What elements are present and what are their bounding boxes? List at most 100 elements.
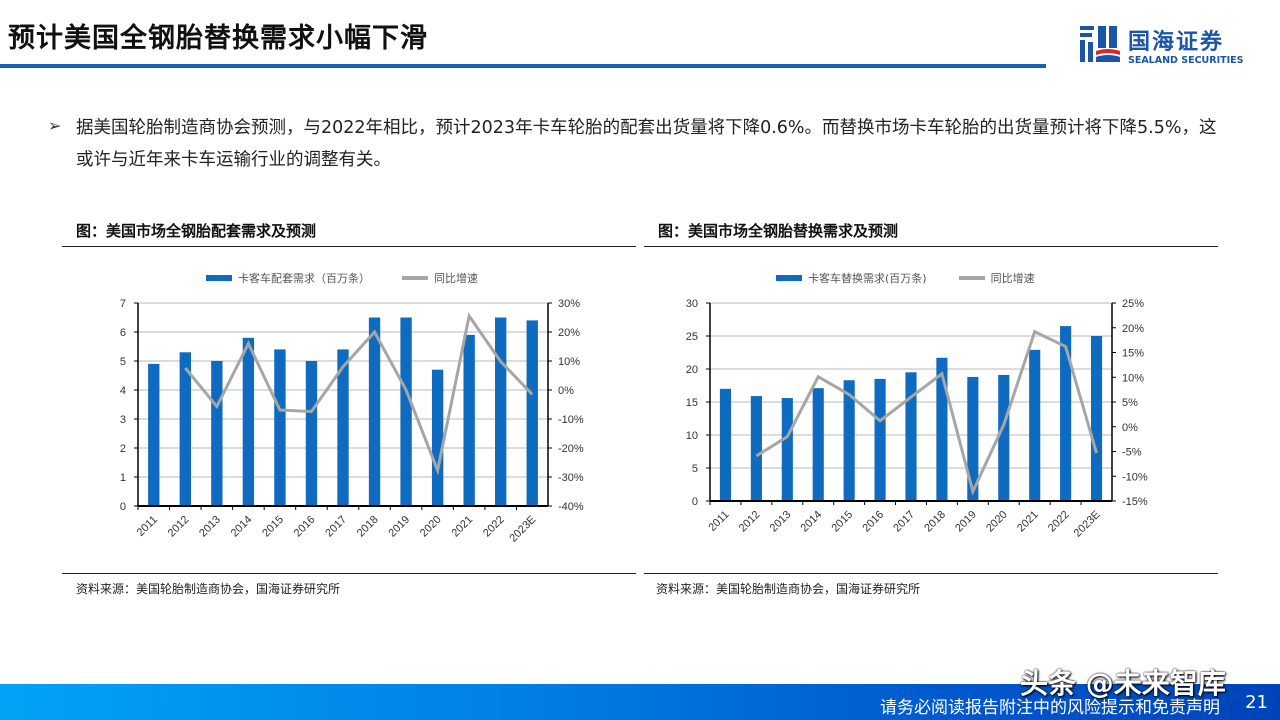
right-source-note: 资料来源：美国轮胎制造商协会，国海证券研究所: [656, 582, 921, 596]
right-axis-tick: 0%: [558, 385, 574, 397]
left-axis-tick: 25: [686, 331, 698, 343]
x-axis-label: 2015: [829, 509, 855, 535]
bar: [750, 396, 762, 501]
bar: [936, 357, 948, 501]
right-axis-tick: 30%: [558, 298, 580, 310]
bar: [211, 361, 223, 506]
x-axis-label: 2022: [1046, 509, 1072, 535]
legend-bar-swatch: [776, 275, 802, 281]
bar: [967, 376, 979, 501]
right-axis-tick: -20%: [558, 443, 584, 455]
x-axis-label: 2023E: [1072, 509, 1103, 540]
bar: [431, 369, 444, 506]
left-figure-panel: 图：美国市场全钢胎配套需求及预测: [62, 218, 636, 247]
right-axis-tick: -10%: [558, 414, 584, 426]
right-axis-tick: 20%: [558, 327, 580, 339]
bar: [1090, 336, 1103, 501]
bar: [905, 372, 917, 501]
legend-line-label: 同比增速: [990, 272, 1035, 285]
title-underline: [0, 64, 1046, 68]
legend-line-label: 同比增速: [434, 272, 478, 285]
summary-paragraph: 据美国轮胎制造商协会预测，与2022年相比，预计2023年卡车轮胎的配套出货量将…: [76, 118, 1217, 170]
left-axis-tick: 10: [686, 430, 698, 442]
bar: [1029, 349, 1041, 501]
right-axis-tick: 20%: [1122, 323, 1144, 335]
bar: [719, 388, 732, 501]
x-axis-label: 2020: [418, 514, 444, 540]
right-axis-tick: 25%: [1122, 298, 1144, 310]
watermark-text: 头条 @未来智库: [1020, 667, 1226, 700]
right-axis-tick: 15%: [1122, 348, 1144, 360]
right-axis-tick: 10%: [558, 356, 580, 368]
bar: [400, 317, 412, 506]
right-combo-chart: 0 5 10 15 20 25 30 -15% -10% -5% 0% 5% 10% 15% 20% 25% 2…: [686, 298, 1148, 540]
bar: [526, 320, 538, 506]
left-figure-title-rule: [62, 246, 636, 247]
right-chart-legend: 卡客车替换需求(百万条) 同比增速: [776, 270, 1035, 286]
left-axis-tick: 30: [686, 298, 698, 310]
right-axis-tick: -15%: [1122, 496, 1148, 508]
x-axis-label: 2011: [706, 509, 731, 534]
x-axis-label: 2011: [135, 514, 160, 539]
x-axis-label: 2013: [768, 509, 794, 535]
x-axis-label: 2022: [481, 514, 507, 540]
bar: [998, 374, 1010, 501]
left-chart-legend: 卡客车配套需求（百万条） 同比增速: [206, 270, 478, 286]
left-axis-tick: 3: [120, 414, 126, 426]
x-axis-label: 2019: [386, 514, 412, 540]
x-axis-label: 2018: [922, 509, 948, 535]
left-axis-tick: 20: [686, 364, 698, 376]
bar: [463, 334, 475, 506]
bar: [179, 352, 191, 506]
left-source-note: 资料来源：美国轮胎制造商协会，国海证券研究所: [76, 582, 341, 596]
left-axis-tick: 0: [692, 496, 698, 508]
x-axis-label: 2018: [355, 514, 381, 540]
x-axis-label: 2012: [737, 509, 763, 535]
left-axis-tick: 0: [120, 501, 126, 513]
left-axis-tick: 7: [120, 298, 126, 310]
legend-bar-label: 卡客车替换需求(百万条): [808, 272, 927, 285]
right-axis-tick: -5%: [1122, 447, 1142, 459]
logo-chinese-name: 国海证券: [1128, 30, 1225, 55]
bar: [337, 349, 349, 506]
x-axis-label: 2014: [799, 509, 825, 535]
x-axis-label: 2016: [860, 509, 886, 535]
x-axis-label: 2019: [953, 509, 979, 535]
x-axis-label: 2013: [197, 514, 223, 540]
bar: [781, 398, 793, 501]
footer-bar: 请务必阅读报告附注中的风险提示和免责声明 21: [0, 684, 1280, 720]
right-figure-title: 图：美国市场全钢胎替换需求及预测: [658, 222, 899, 240]
bar: [495, 317, 507, 506]
left-source-rule: [62, 573, 636, 574]
arrow-bullet-icon: ➢: [48, 116, 62, 135]
legend-bar-label: 卡客车配套需求（百万条）: [238, 272, 370, 285]
bar: [368, 317, 381, 506]
legend-bar-swatch: [206, 275, 232, 281]
left-axis-tick: 5: [692, 463, 698, 475]
bar: [274, 349, 286, 506]
right-figure-panel: 图：美国市场全钢胎替换需求及预测: [644, 218, 1218, 247]
logo-english-name: SEALAND SECURITIES: [1128, 55, 1244, 66]
x-axis-label: 2017: [323, 514, 349, 540]
right-axis-tick: 10%: [1122, 372, 1144, 384]
x-axis-label: 2016: [292, 514, 318, 540]
x-axis-label: 2015: [260, 514, 286, 540]
growth-line: [184, 312, 534, 476]
sealand-logo-icon: [1080, 26, 1120, 62]
legend-line-swatch: [402, 276, 428, 280]
page-title: 预计美国全钢胎替换需求小幅下滑: [8, 23, 428, 54]
growth-line: [755, 329, 1098, 497]
left-axis-tick: 6: [120, 327, 126, 339]
x-axis-label: 2017: [891, 509, 917, 535]
right-figure-title-rule: [644, 246, 1218, 247]
x-axis-label: 2021: [1015, 509, 1041, 535]
left-axis-tick: 4: [120, 385, 126, 397]
disclaimer-text: 请务必阅读报告附注中的风险提示和免责声明: [880, 698, 1220, 718]
right-axis-tick: 0%: [1122, 422, 1138, 434]
bar: [843, 380, 855, 501]
x-axis-label: 2012: [166, 514, 192, 540]
left-axis-tick: 15: [686, 397, 698, 409]
right-axis-tick: -40%: [558, 501, 584, 513]
bar: [305, 361, 318, 506]
